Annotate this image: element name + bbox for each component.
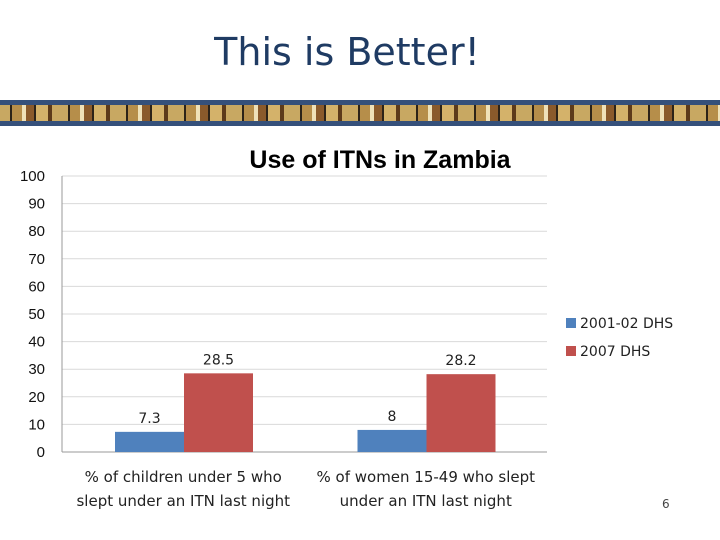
x-category-label: % of women 15-49 who slept xyxy=(317,468,536,486)
data-label: 8 xyxy=(388,409,397,425)
x-category-label: % of children under 5 who xyxy=(85,468,282,486)
chart-title: Use of ITNs in Zambia xyxy=(249,146,511,174)
y-tick-label: 70 xyxy=(28,251,45,268)
bar-2007-1 xyxy=(184,373,253,452)
legend-label: 2001-02 DHS xyxy=(580,316,673,332)
banner-pattern xyxy=(0,105,720,121)
x-category-label: under an ITN last night xyxy=(340,492,512,510)
y-tick-label: 10 xyxy=(28,416,45,433)
y-tick-label: 60 xyxy=(28,278,45,295)
data-label: 28.2 xyxy=(445,353,476,369)
legend-label: 2007 DHS xyxy=(580,344,650,360)
data-label: 28.5 xyxy=(203,352,234,368)
bar-2001-02-1 xyxy=(115,431,184,452)
x-category-label: slept under an ITN last night xyxy=(76,492,290,510)
y-tick-label: 20 xyxy=(28,389,45,406)
slide-title: This is Better! xyxy=(214,30,480,74)
y-tick-label: 30 xyxy=(28,361,45,378)
legend-swatch xyxy=(566,318,576,328)
y-tick-label: 50 xyxy=(28,306,45,323)
bar-2001-02-2 xyxy=(357,429,427,452)
decorative-banner xyxy=(0,100,720,126)
y-tick-label: 0 xyxy=(37,444,45,461)
bar-2007-2 xyxy=(426,374,496,452)
legend-swatch xyxy=(566,346,576,356)
y-tick-label: 80 xyxy=(28,223,45,240)
y-tick-label: 90 xyxy=(28,196,45,213)
y-tick-label: 100 xyxy=(20,168,45,185)
data-label: 7.3 xyxy=(138,411,160,427)
y-tick-label: 40 xyxy=(28,334,45,351)
slide-number: 6 xyxy=(662,497,670,511)
